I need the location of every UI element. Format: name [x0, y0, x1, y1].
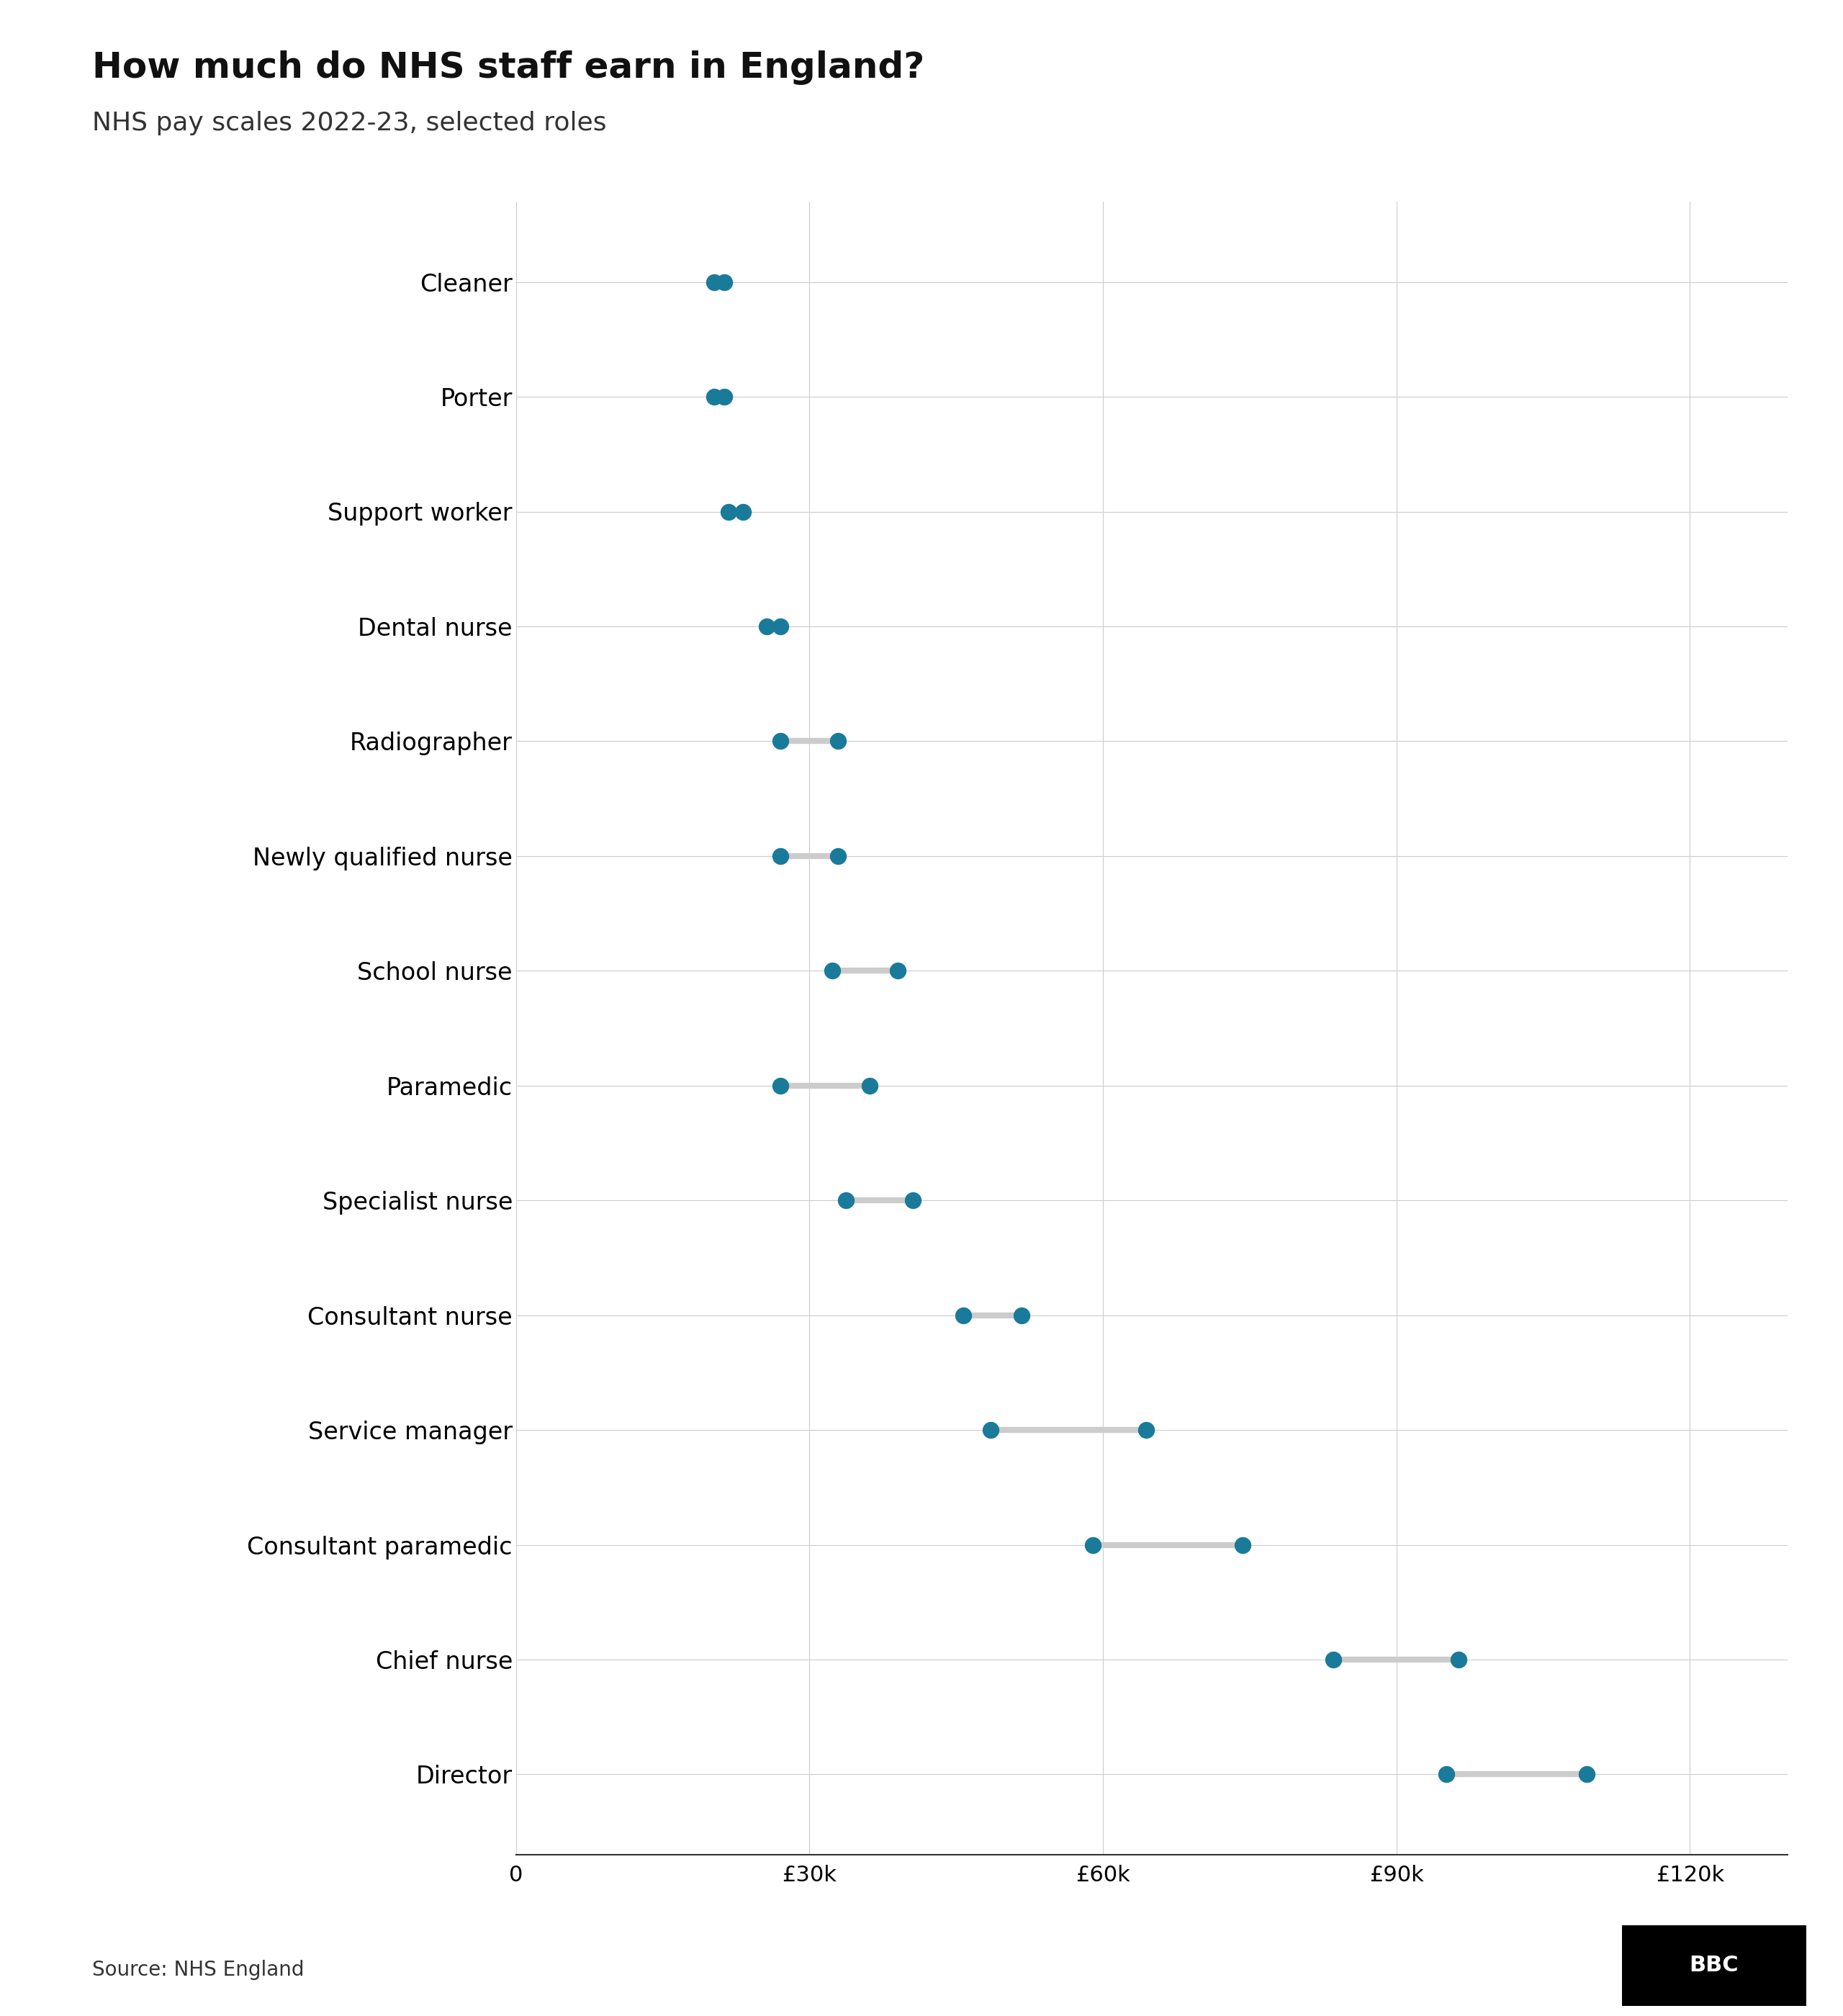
Point	[855, 1068, 885, 1101]
Point	[767, 1068, 796, 1101]
Point	[700, 266, 730, 298]
Point	[1006, 1298, 1036, 1331]
Point	[824, 726, 853, 758]
Point	[728, 496, 757, 528]
Point	[977, 1413, 1006, 1445]
Point	[1445, 1643, 1474, 1675]
Text: How much do NHS staff earn in England?: How much do NHS staff earn in England?	[92, 50, 925, 85]
Point	[700, 381, 730, 413]
Point	[767, 611, 796, 643]
Text: NHS pay scales 2022-23, selected roles: NHS pay scales 2022-23, selected roles	[92, 111, 606, 135]
Point	[831, 1183, 861, 1216]
Point	[1432, 1758, 1461, 1790]
Point	[1320, 1643, 1349, 1675]
Point	[883, 956, 912, 988]
Point	[1227, 1528, 1257, 1560]
Point	[1132, 1413, 1161, 1445]
Point	[752, 611, 781, 643]
Point	[898, 1183, 927, 1216]
Point	[767, 841, 796, 873]
Point	[816, 956, 846, 988]
Point	[713, 496, 743, 528]
Point	[767, 726, 796, 758]
Point	[824, 841, 853, 873]
Text: Source: NHS England: Source: NHS England	[92, 1960, 304, 1980]
Point	[949, 1298, 979, 1331]
Point	[1078, 1528, 1108, 1560]
Point	[1572, 1758, 1602, 1790]
Point	[710, 381, 739, 413]
Point	[710, 266, 739, 298]
Text: BBC: BBC	[1690, 1956, 1738, 1976]
